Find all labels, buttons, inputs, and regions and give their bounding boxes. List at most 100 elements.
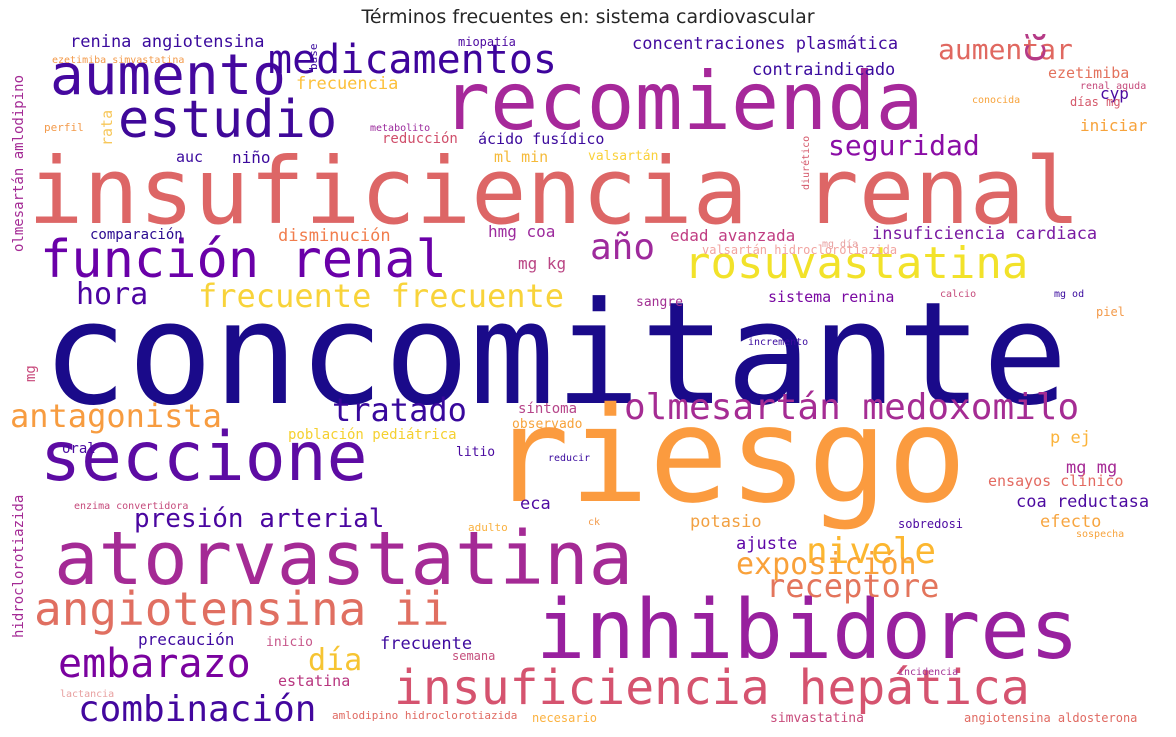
word-estudio: estudio [118, 90, 338, 150]
word-embarazo: embarazo [58, 641, 251, 687]
word-riesgo: riesgo [490, 379, 967, 533]
word-mg-od: mg od [1054, 289, 1085, 300]
word-frecuente: frecuente [380, 634, 473, 654]
word-olmesartan-medoxomilo: olmesartán medoxomilo [624, 387, 1080, 428]
word-metabolito: metabolito [370, 123, 431, 134]
word-precaucion: precaución [138, 630, 235, 649]
word-iniciar: iniciar [1080, 116, 1148, 135]
word-valsartan-hidroclorotiazida: valsartán hidroclorotiazida [702, 243, 898, 257]
word-potasio: potasio [690, 512, 762, 532]
word-estatina: estatina [278, 672, 351, 690]
word-mg: mg [23, 365, 39, 382]
word-medicamentos: medicamentos [268, 37, 557, 83]
word-renal-aguda: renal aguda [1080, 81, 1147, 92]
word-frecuente-frecuente: frecuente frecuente [198, 277, 565, 315]
word-insuficiencia-cardiaca: insuficiencia cardiaca [872, 224, 1098, 244]
word-simvastatina: simvastatina [770, 711, 864, 726]
word-seccione: seccione [40, 418, 368, 497]
word-sospecha: sospecha [1076, 529, 1125, 540]
word-atorvastatina: atorvastatina [54, 516, 634, 602]
word-necesario: necesario [532, 711, 598, 725]
word-amlodipino-hidroclorotiazida: amlodipino hidroclorotiazida [332, 709, 518, 722]
word-auc: auc [176, 148, 204, 166]
word-recomienda: recomienda [442, 55, 924, 148]
word-olmesartan-amlodipino: olmesartán amlodipino [11, 74, 27, 252]
word-acido-fusidico: ácido fusídico [478, 130, 605, 148]
word-reduccion: reducción [382, 131, 458, 147]
word-ml-min: ml min [494, 148, 549, 166]
word-contraindicado: contraindicado [752, 60, 896, 80]
word-incremento: incremento [748, 337, 809, 348]
word-p-ej: p ej [1050, 428, 1091, 448]
word-observado: observado [512, 417, 583, 432]
word-comparacion: comparación [90, 227, 183, 243]
word-sintoma: síntoma [518, 401, 578, 417]
word-sobredosi: sobredosi [898, 517, 964, 531]
word-cloud: concomitante insuficiencia renal riesgo rec… [10, 34, 1166, 733]
word-combinacion: combinación [78, 689, 317, 730]
word-aumentar: aumentar [938, 34, 1073, 66]
word-sangre: sangre [636, 295, 683, 310]
word-inhibidores: inhibidores [536, 583, 1080, 678]
word-angiotensina-aldosterona: angiotensina aldosterona [964, 711, 1138, 725]
word-base: base [307, 43, 320, 71]
word-conocida: conocida [972, 95, 1021, 106]
word-incidencia: incidencia [898, 667, 959, 678]
word-renina-angiotensina: renina angiotensina [70, 34, 265, 52]
word-coa-reductasa: coa reductasa [1016, 492, 1150, 512]
word-cyp: cyp [1100, 84, 1129, 103]
word-semana: semana [452, 649, 496, 663]
word-miopatia: miopatía [458, 35, 516, 49]
word-ezetimiba-simvastatina: ezetimiba simvastatina [52, 55, 185, 66]
word-presion-arterial: presión arterial [134, 504, 385, 534]
word-adulto: adulto [468, 521, 508, 534]
word-funcion-renal: función renal [40, 230, 447, 290]
word-ezetimiba: ezetimiba [1048, 64, 1130, 82]
word-inicio: inicio [266, 635, 313, 650]
word-sistema-renina: sistema renina [768, 288, 895, 306]
word-dia: día [308, 643, 363, 678]
word-mg-kg: mg kg [518, 254, 567, 273]
word-ajuste: ajuste [736, 534, 798, 554]
word-rosuvastatina: rosuvastatina [684, 238, 1029, 289]
word-insuficiencia-hepatica: insuficiencia hepática [394, 660, 1030, 716]
word-piel: piel [1096, 305, 1125, 319]
word-concentraciones-plasmatica: concentraciones plasmática [632, 34, 899, 54]
word-litio: litio [456, 445, 496, 460]
word-frecuencia: frecuencia [296, 74, 399, 94]
word-lactancia: lactancia [60, 689, 115, 700]
word-ensayos-clinico: ensayos clínico [988, 472, 1124, 490]
word-diuretico: diurético [801, 135, 812, 190]
word-efecto: efecto [1040, 512, 1102, 532]
word-concomitante: concomitante [42, 272, 1068, 437]
word-aumento: aumento [50, 43, 287, 108]
word-calcio: calcio [940, 289, 977, 300]
word-reducir: reducir [548, 453, 591, 464]
word-ano: año [590, 227, 656, 268]
word-nino: niño [232, 148, 271, 167]
word-hmg-coa: hmg coa [488, 222, 556, 241]
word-poblacion-pediatrica: población pediátrica [288, 427, 457, 443]
word-insuficiencia-renal: insuficiencia renal [28, 138, 1081, 245]
word-eca: eca [520, 494, 551, 514]
word-seguridad: seguridad [828, 129, 980, 162]
word-perfil: perfil [44, 121, 84, 134]
word-tratado: tratado [332, 391, 467, 429]
word-edad-avanzada: edad avanzada [670, 226, 796, 245]
word-dias-mg: días mg [1070, 95, 1121, 109]
word-nivele: nivele [806, 531, 937, 572]
word-angiotensina-ii: angiotensina ii [34, 582, 450, 636]
word-antagonista: antagonista [10, 397, 222, 435]
word-receptore: receptore [766, 567, 940, 605]
word-hidroclorotiazida: hidroclorotiazida [11, 494, 27, 638]
word-caso: caso [1013, 34, 1054, 64]
word-hora: hora [76, 277, 149, 312]
word-oral: oral [62, 441, 96, 457]
word-exposicion: exposición [736, 547, 917, 582]
word-valsartan: valsartán [588, 149, 659, 164]
word-ck: ck [588, 517, 601, 528]
word-rata: rata [98, 109, 116, 146]
word-mg-mg: mg mg [1066, 458, 1118, 478]
word-disminucion: disminución [278, 226, 391, 246]
chart-title: Términos frecuentes en: sistema cardiova… [361, 6, 815, 28]
